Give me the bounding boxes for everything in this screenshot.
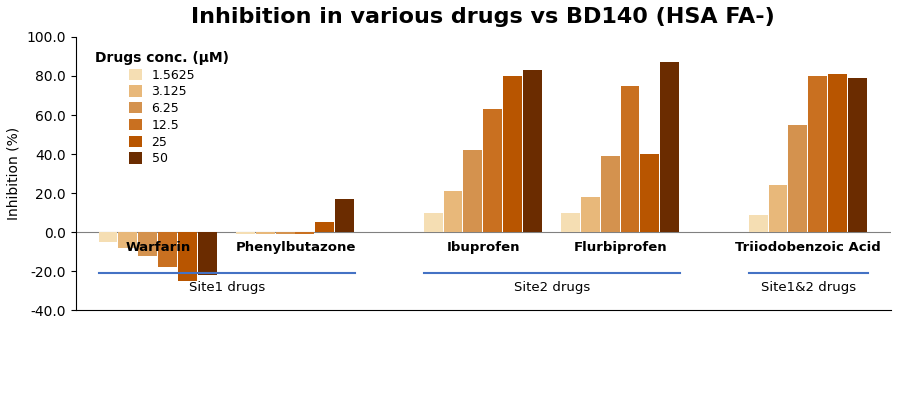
Bar bbox=[256, 232, 274, 234]
Bar bbox=[335, 199, 354, 232]
Text: Phenylbutazone: Phenylbutazone bbox=[235, 241, 356, 254]
Bar bbox=[749, 215, 768, 232]
Text: Site1&2 drugs: Site1&2 drugs bbox=[760, 281, 856, 294]
Bar bbox=[236, 232, 255, 234]
Bar bbox=[444, 191, 463, 232]
Bar bbox=[464, 150, 482, 232]
Y-axis label: Inhibition (%): Inhibition (%) bbox=[7, 127, 21, 220]
Bar bbox=[523, 70, 542, 232]
Bar bbox=[561, 213, 580, 232]
Text: Warfarin: Warfarin bbox=[125, 241, 191, 254]
Bar bbox=[119, 232, 138, 248]
Bar bbox=[828, 74, 847, 232]
Bar bbox=[139, 232, 158, 256]
Bar bbox=[600, 156, 619, 232]
Bar bbox=[275, 232, 294, 234]
Bar bbox=[621, 86, 639, 232]
Bar bbox=[483, 109, 502, 232]
Bar bbox=[641, 154, 660, 232]
Title: Inhibition in various drugs vs BD140 (HSA FA-): Inhibition in various drugs vs BD140 (HS… bbox=[192, 7, 775, 27]
Bar bbox=[848, 78, 867, 232]
Bar bbox=[769, 185, 788, 232]
Text: Site1 drugs: Site1 drugs bbox=[189, 281, 265, 294]
Bar bbox=[295, 232, 314, 234]
Bar bbox=[580, 197, 599, 232]
Bar bbox=[178, 232, 197, 281]
Bar bbox=[503, 76, 522, 232]
Bar bbox=[198, 232, 217, 275]
Bar bbox=[315, 222, 334, 232]
Bar bbox=[808, 76, 827, 232]
Bar bbox=[424, 213, 443, 232]
Bar bbox=[158, 232, 177, 267]
Legend: 1.5625, 3.125, 6.25, 12.5, 25, 50: 1.5625, 3.125, 6.25, 12.5, 25, 50 bbox=[90, 46, 234, 170]
Bar bbox=[99, 232, 118, 242]
Bar bbox=[788, 125, 807, 232]
Text: Flurbiprofen: Flurbiprofen bbox=[574, 241, 668, 254]
Bar bbox=[661, 62, 680, 232]
Text: Triiodobenzoic Acid: Triiodobenzoic Acid bbox=[735, 241, 881, 254]
Text: Site2 drugs: Site2 drugs bbox=[514, 281, 590, 294]
Text: Ibuprofen: Ibuprofen bbox=[446, 241, 520, 254]
